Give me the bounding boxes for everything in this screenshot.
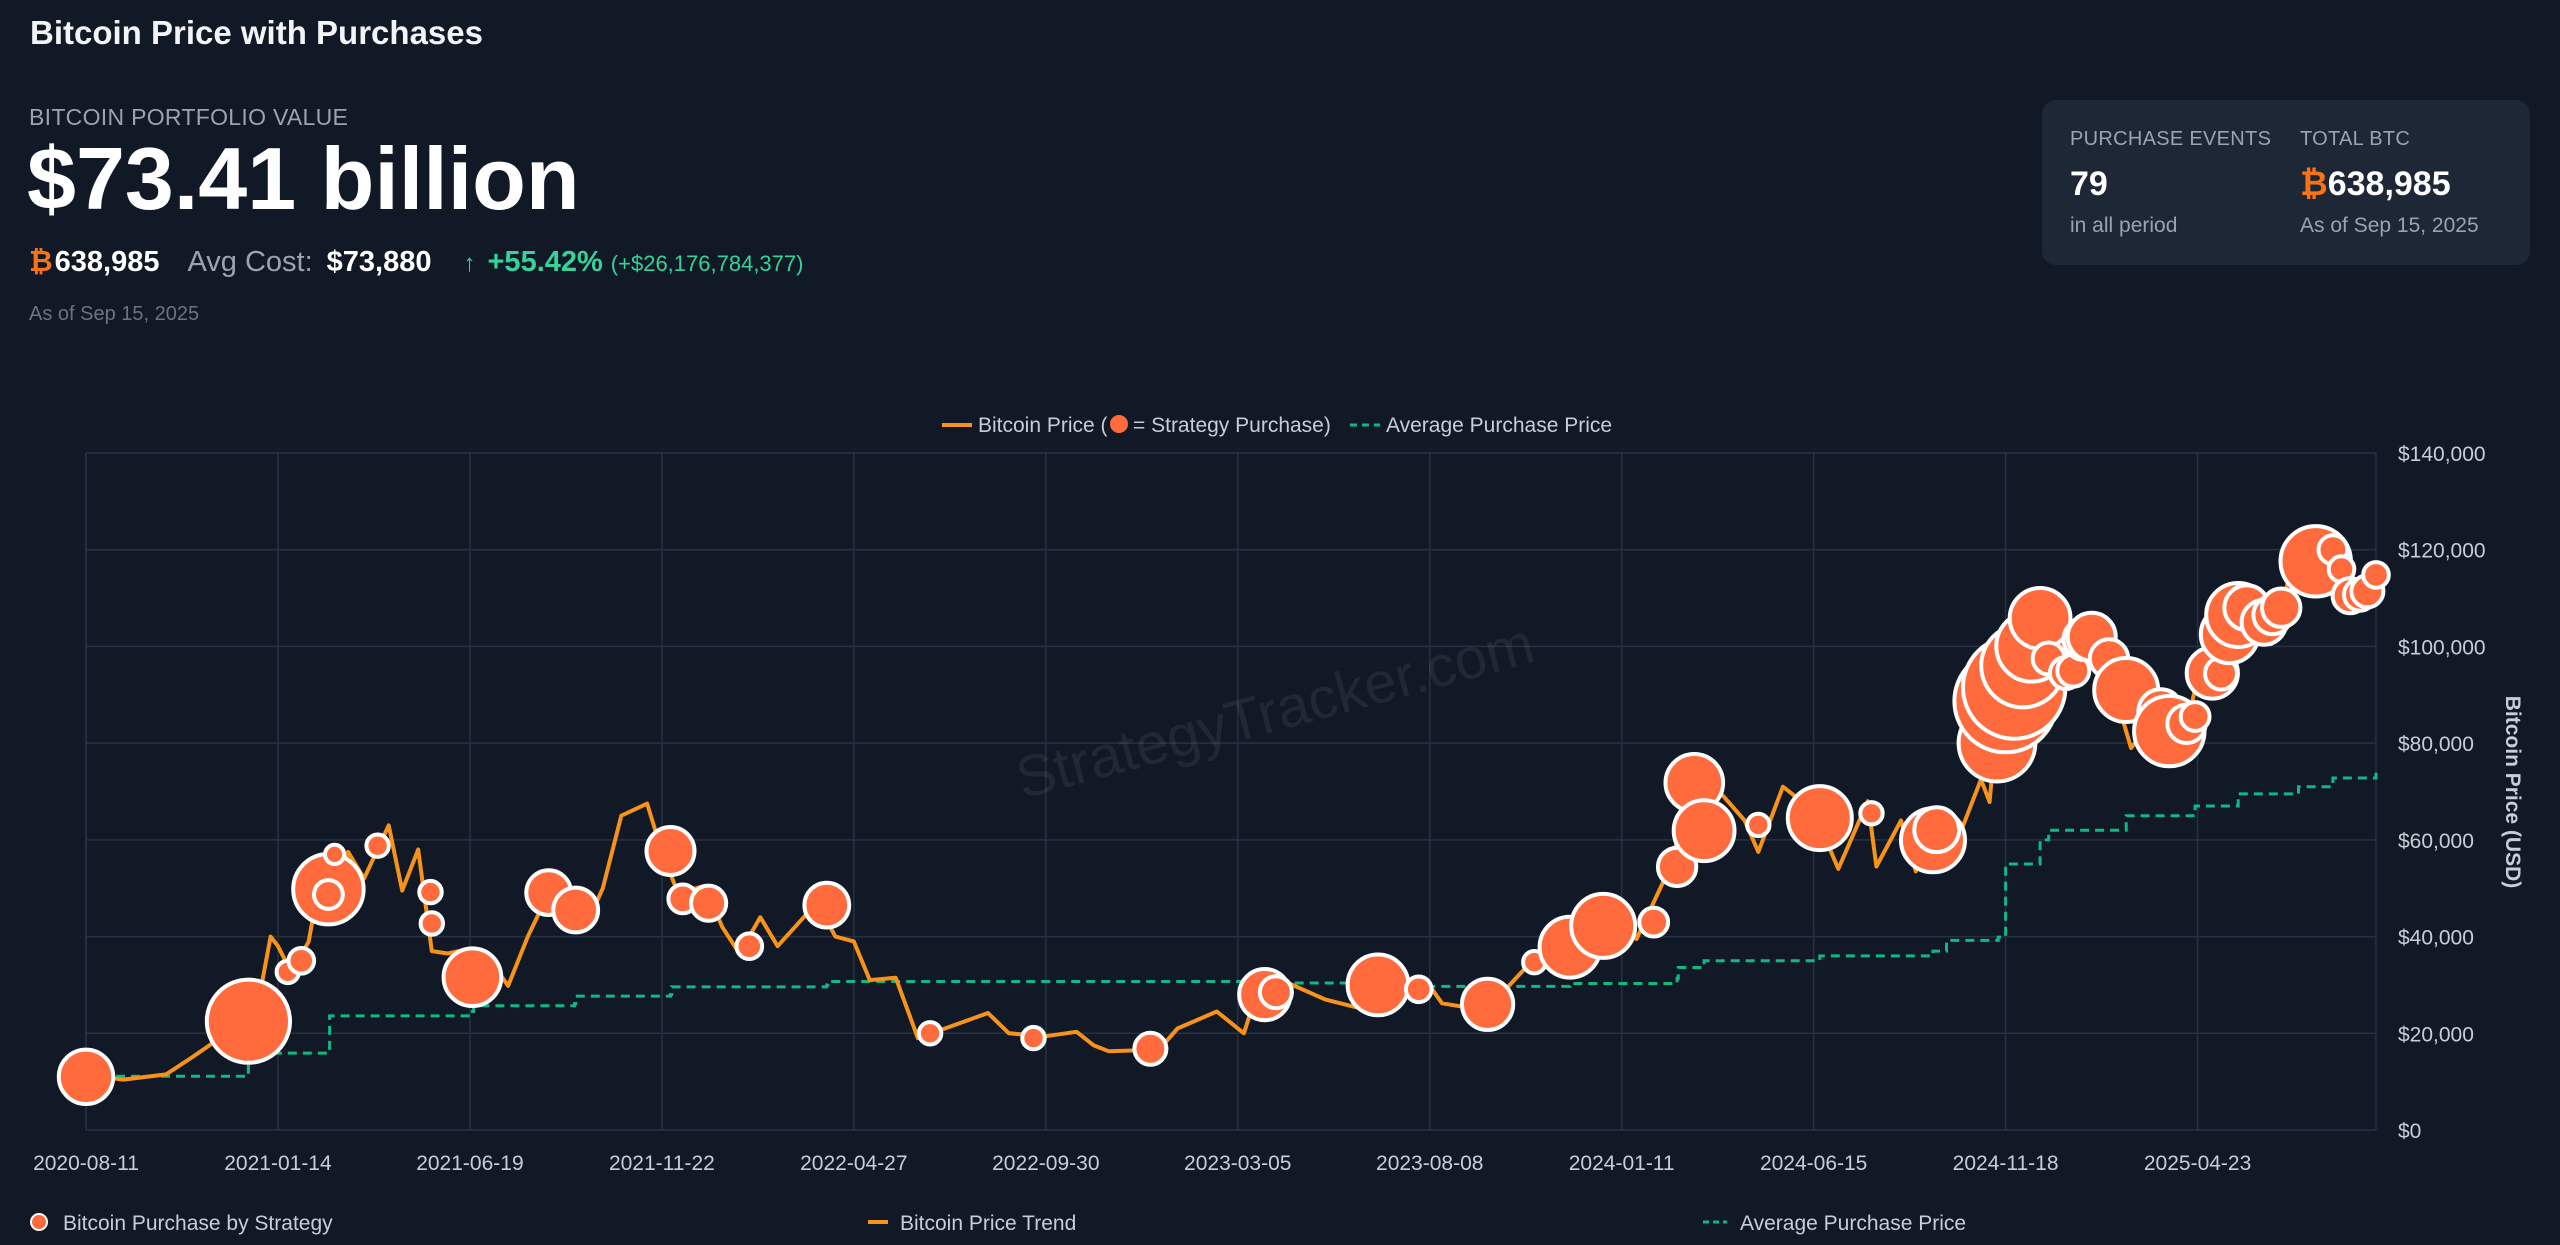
y-tick-label: $140,000 <box>2398 443 2486 466</box>
purchase-marker[interactable] <box>644 825 697 877</box>
portfolio-value: $73.41 billion <box>27 129 580 228</box>
price-trend-legend-text: Bitcoin Price Trend <box>900 1212 1076 1235</box>
purchase-legend-marker <box>1110 415 1128 433</box>
x-tick-label: 2022-04-27 <box>800 1152 907 1175</box>
purchase-markers[interactable] <box>56 524 2391 1107</box>
purchase-marker[interactable] <box>204 977 292 1065</box>
purchase-marker[interactable] <box>417 878 444 906</box>
x-tick-label: 2025-04-23 <box>2144 1152 2251 1175</box>
purchase-marker[interactable] <box>418 910 445 937</box>
purchase-marker[interactable] <box>2007 586 2073 651</box>
total-btc-label: TOTAL BTC <box>2300 128 2411 150</box>
portfolio-summary-row: ₿ 638,985 Avg Cost: $73,880 ↑ +55.42% (+… <box>29 246 803 279</box>
chart-grid <box>85 452 2377 1131</box>
portfolio-value-label: BITCOIN PORTFOLIO VALUE <box>29 104 349 130</box>
purchase-marker[interactable] <box>1345 952 1411 1018</box>
y-tick-label: $100,000 <box>2398 636 2486 659</box>
change-absolute: (+$26,176,784,377) <box>610 251 804 276</box>
purchase-events-label: PURCHASE EVENTS <box>2070 128 2272 150</box>
purchase-marker[interactable] <box>2178 700 2212 733</box>
x-tick-label: 2021-06-19 <box>416 1152 523 1175</box>
x-tick-label: 2023-08-08 <box>1376 1152 1483 1175</box>
purchase-marker[interactable] <box>441 946 504 1009</box>
purchase-events-stat: PURCHASE EVENTS 79 in all period <box>2070 128 2271 238</box>
purchase-marker[interactable] <box>1858 800 1885 827</box>
purchase-marker[interactable] <box>323 842 347 867</box>
purchase-marker[interactable] <box>312 878 345 911</box>
purchase-marker[interactable] <box>286 946 317 976</box>
purchase-marker[interactable] <box>1460 976 1516 1032</box>
purchase-marker[interactable] <box>2260 586 2303 629</box>
purchase-marker[interactable] <box>1403 974 1434 1005</box>
purchase-events-value: 79 <box>2070 165 2108 203</box>
price-legend-label: Bitcoin Price ( <box>978 414 1108 437</box>
avg-cost-label: Avg Cost: <box>187 246 313 278</box>
y-tick-label: $0 <box>2398 1120 2421 1143</box>
total-btc-stat: TOTAL BTC ₿638,985 As of Sep 15, 2025 <box>2300 128 2479 238</box>
as-of-date: As of Sep 15, 2025 <box>29 303 200 325</box>
page-title: Bitcoin Price with Purchases <box>30 14 483 51</box>
purchase-marker[interactable] <box>1785 784 1854 853</box>
purchase-marker[interactable] <box>1745 811 1772 839</box>
purchase-marker[interactable] <box>734 931 765 962</box>
average-purchase-price-line <box>86 772 2378 1078</box>
arrow-up-icon: ↑ <box>463 250 476 277</box>
purchase-marker[interactable] <box>2361 560 2391 590</box>
purchase-events-sub: in all period <box>2070 214 2178 237</box>
change-percent: +55.42% <box>487 246 603 278</box>
watermark: StrategyTracker.com <box>1009 611 1541 812</box>
purchase-marker[interactable] <box>364 832 391 859</box>
purchase-marker[interactable] <box>1020 1024 1047 1052</box>
purchase-marker[interactable] <box>1132 1030 1169 1067</box>
average-purchase-price-layer <box>86 772 2378 1078</box>
bitcoin-icon: ₿ <box>2300 165 2328 203</box>
total-btc-value-row: ₿638,985 <box>2300 165 2479 204</box>
btc-amount: 638,985 <box>54 246 160 278</box>
stats-card: PURCHASE EVENTS 79 in all period TOTAL B… <box>2042 100 2530 265</box>
x-tick-label: 2020-08-11 <box>33 1152 139 1175</box>
y-axis-title: Bitcoin Price (USD) <box>2501 696 2524 889</box>
y-tick-label: $80,000 <box>2398 733 2474 756</box>
x-tick-label: 2024-01-11 <box>1569 1152 1675 1175</box>
y-tick-label: $120,000 <box>2398 540 2486 563</box>
x-tick-label: 2024-06-15 <box>1760 1152 1867 1175</box>
chart-legend-top[interactable]: Bitcoin Price ( = Strategy Purchase) Ave… <box>942 414 1612 437</box>
y-tick-label: $20,000 <box>2398 1023 2474 1046</box>
purchase-marker[interactable] <box>1569 891 1638 960</box>
price-legend-suffix: = Strategy Purchase) <box>1133 414 1331 437</box>
x-tick-label: 2022-09-30 <box>992 1152 1099 1175</box>
purchase-marker[interactable] <box>1671 798 1737 864</box>
purchase-marker[interactable] <box>1912 805 1962 855</box>
purchase-marker[interactable] <box>689 883 729 923</box>
x-tick-label: 2023-03-05 <box>1184 1152 1291 1175</box>
purchase-marker[interactable] <box>1257 974 1294 1011</box>
bitcoin-icon: ₿ <box>29 246 53 278</box>
y-tick-label: $60,000 <box>2398 830 2474 853</box>
total-btc-value: 638,985 <box>2327 165 2451 203</box>
x-tick-label: 2021-01-14 <box>224 1152 332 1175</box>
x-tick-label: 2024-11-18 <box>1953 1152 2059 1175</box>
purchase-marker[interactable] <box>56 1047 116 1107</box>
chart-legend-bottom[interactable]: Bitcoin Purchase by Strategy Bitcoin Pri… <box>30 1212 1966 1235</box>
purchase-marker[interactable] <box>802 880 852 930</box>
x-axis: 2020-08-11 2021-01-14 2021-06-19 2021-11-22… <box>33 1152 2251 1175</box>
purchase-legend-icon <box>30 1213 48 1231</box>
y-tick-label: $40,000 <box>2398 927 2474 950</box>
x-tick-label: 2021-11-22 <box>609 1152 715 1175</box>
purchase-marker[interactable] <box>1637 905 1671 939</box>
total-btc-sub: As of Sep 15, 2025 <box>2300 214 2479 237</box>
avg-price-legend-text: Average Purchase Price <box>1740 1212 1966 1235</box>
purchase-marker[interactable] <box>551 885 601 935</box>
avg-cost-value: $73,880 <box>326 246 432 278</box>
purchase-marker[interactable] <box>916 1020 944 1047</box>
y-axis: $0 $20,000 $40,000 $60,000 $80,000 $100,000 $1… <box>2398 443 2486 1143</box>
purchase-legend-text: Bitcoin Purchase by Strategy <box>63 1212 333 1235</box>
avg-legend-label: Average Purchase Price <box>1386 414 1612 437</box>
